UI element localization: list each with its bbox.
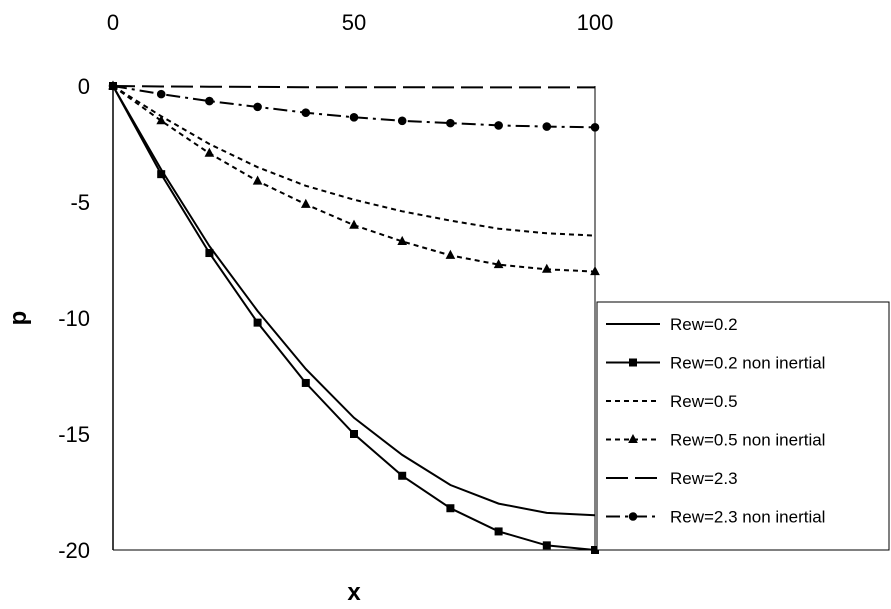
data-point-square bbox=[301, 378, 310, 387]
series-line bbox=[112, 85, 596, 517]
series-5 bbox=[112, 85, 595, 89]
data-point-circle bbox=[156, 89, 166, 99]
series-2 bbox=[109, 82, 599, 554]
data-point-triangle bbox=[349, 219, 359, 229]
series-line bbox=[112, 85, 596, 551]
data-point-circle bbox=[542, 122, 552, 131]
data-point-circle bbox=[494, 121, 503, 130]
data-point-triangle bbox=[541, 263, 552, 273]
legend-label: Rew=0.5 bbox=[670, 392, 738, 411]
series-line bbox=[112, 85, 596, 237]
legend-swatch-marker bbox=[628, 512, 638, 521]
data-point-triangle bbox=[590, 266, 600, 276]
x-axis-title: x bbox=[347, 579, 361, 606]
data-point-triangle bbox=[445, 249, 456, 259]
x-tick-label: 0 bbox=[107, 10, 119, 35]
data-point-square bbox=[494, 527, 503, 536]
data-point-triangle bbox=[156, 115, 167, 125]
legend-label: Rew=0.5 non inertial bbox=[670, 431, 825, 450]
data-point-circle bbox=[397, 116, 407, 126]
y-tick-label: -15 bbox=[58, 422, 90, 447]
series-6 bbox=[108, 81, 600, 132]
legend-box bbox=[596, 301, 890, 551]
data-point-circle bbox=[446, 118, 455, 128]
data-point-circle bbox=[205, 96, 214, 106]
legend-item: Rew=0.5 bbox=[606, 392, 738, 411]
data-point-triangle bbox=[397, 235, 408, 245]
data-point-square bbox=[157, 170, 166, 179]
x-tick-label: 100 bbox=[577, 10, 614, 35]
legend-swatch-marker bbox=[629, 358, 637, 367]
series-3 bbox=[112, 85, 596, 237]
data-point-square bbox=[205, 249, 214, 258]
data-point-triangle bbox=[493, 259, 504, 269]
data-point-circle bbox=[253, 102, 262, 112]
data-point-circle bbox=[108, 81, 118, 91]
data-point-triangle bbox=[300, 198, 311, 208]
legend-item: Rew=2.3 non inertial bbox=[606, 508, 825, 527]
data-point-square bbox=[398, 471, 407, 480]
series-4 bbox=[108, 80, 600, 276]
y-tick-label: -5 bbox=[70, 190, 90, 215]
legend-label: Rew=0.2 non inertial bbox=[670, 354, 825, 373]
series-1 bbox=[112, 85, 596, 517]
data-point-circle bbox=[349, 113, 359, 122]
y-tick-label: -10 bbox=[58, 306, 90, 331]
plot-frame bbox=[112, 86, 596, 551]
data-point-square bbox=[542, 541, 551, 550]
data-point-triangle bbox=[204, 147, 215, 157]
legend-item: Rew=0.5 non inertial bbox=[606, 431, 825, 450]
data-point-triangle bbox=[252, 175, 263, 185]
axis-ticks: 0 50 100 0 -5 -10 -15 -20 bbox=[58, 10, 613, 563]
legend-item: Rew=0.2 bbox=[606, 315, 738, 334]
series-layer bbox=[108, 80, 600, 554]
y-tick-label: 0 bbox=[78, 74, 90, 99]
legend-swatch-marker bbox=[628, 433, 638, 443]
series-line bbox=[112, 85, 595, 89]
legend-label: Rew=2.3 bbox=[670, 469, 738, 488]
legend-label: Rew=2.3 non inertial bbox=[670, 508, 825, 527]
y-axis-title: p bbox=[5, 311, 32, 326]
legend: Rew=0.2 Rew=0.2 non inertial Rew=0.5 Rew=0.… bbox=[596, 301, 890, 551]
data-point-circle bbox=[590, 122, 600, 132]
legend-item: Rew=0.2 non inertial bbox=[606, 354, 825, 373]
y-tick-label: -20 bbox=[58, 538, 90, 563]
x-tick-label: 50 bbox=[342, 10, 366, 35]
data-point-square bbox=[350, 430, 358, 438]
legend-item: Rew=2.3 bbox=[606, 469, 738, 488]
data-point-square bbox=[446, 504, 455, 513]
data-point-circle bbox=[301, 108, 311, 117]
legend-label: Rew=0.2 bbox=[670, 315, 738, 334]
data-point-square bbox=[253, 318, 262, 327]
